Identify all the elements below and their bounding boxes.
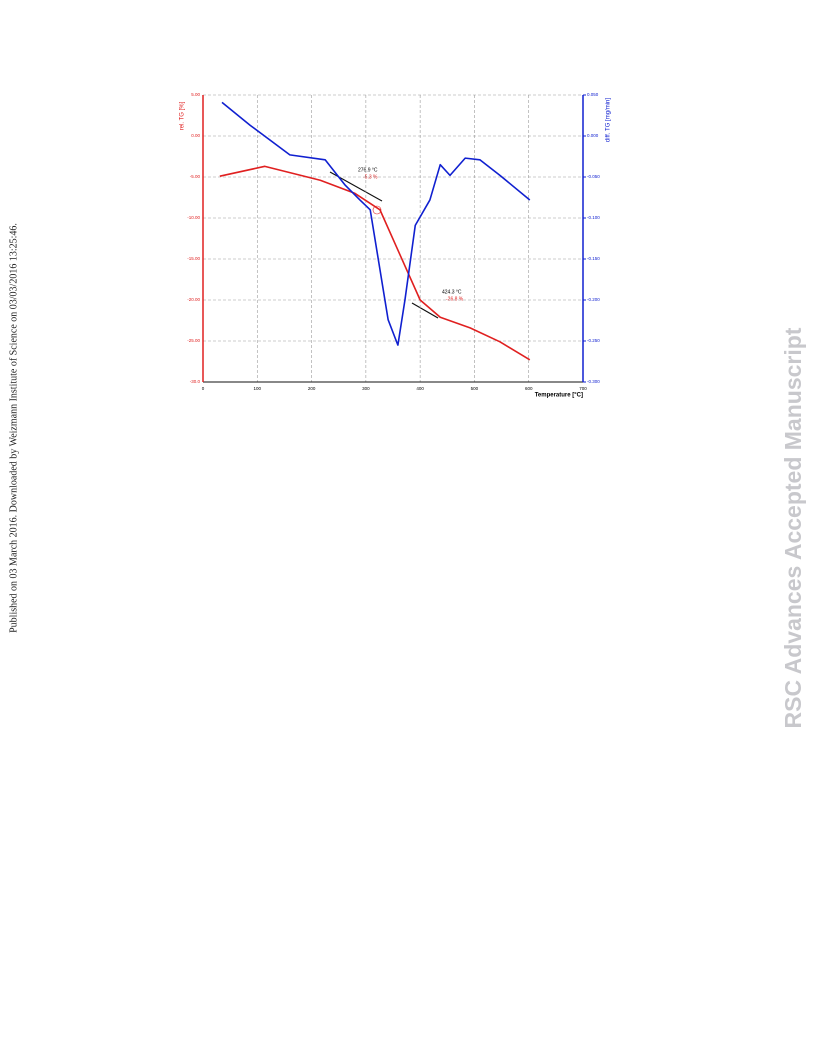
onset-marker [372, 205, 382, 215]
x-tick-label: 500 [471, 386, 479, 391]
y-tick-label: -15.00 [187, 256, 200, 261]
x-tick-label: 300 [362, 386, 370, 391]
x-tick-label: 700 [579, 386, 587, 391]
data-line [221, 101, 531, 346]
y2-tick-label: 0.050 [587, 92, 599, 97]
y2-tick-label: -0.200 [587, 297, 600, 302]
tangent-line [411, 302, 439, 319]
y-tick-label: -20.00 [187, 297, 200, 302]
y2-tick-label: 0.000 [587, 133, 599, 138]
data-line [219, 165, 531, 361]
annotation: -5.3 % [363, 174, 378, 180]
y-axis-label: rel. TG [%] [180, 101, 186, 130]
x-tick-label: 400 [416, 386, 424, 391]
y-tick-label: 0.00 [191, 133, 200, 138]
watermark: RSC Advances Accepted Manuscript [780, 327, 806, 728]
annotation: -26.8 % [446, 296, 464, 302]
y-tick-label: 5.00 [191, 92, 200, 97]
x-tick-label: 100 [254, 386, 262, 391]
margin-note: Published on 03 March 2016. Downloaded b… [8, 223, 19, 633]
y-tick-label: -5.00 [190, 174, 201, 179]
annotation: 276.9 °C [358, 167, 378, 173]
x-axis-label: Temperature [°C] [535, 393, 583, 399]
x-tick-label: 0 [202, 386, 205, 391]
y2-tick-label: -0.050 [587, 174, 600, 179]
y2-tick-label: -0.300 [587, 379, 600, 384]
x-tick-label: 200 [308, 386, 316, 391]
y-tick-label: -25.00 [187, 338, 200, 343]
y2-tick-label: -0.150 [587, 256, 600, 261]
y-tick-label: -30.0 [190, 379, 201, 384]
y-tick-label: -10.00 [187, 215, 200, 220]
annotation: 424.3 °C [442, 289, 462, 295]
x-tick-label: 600 [525, 386, 533, 391]
y2-tick-label: -0.250 [587, 338, 600, 343]
y2-tick-label: -0.100 [587, 215, 600, 220]
y2-axis-label: diff. TG [mg/min] [606, 98, 612, 142]
